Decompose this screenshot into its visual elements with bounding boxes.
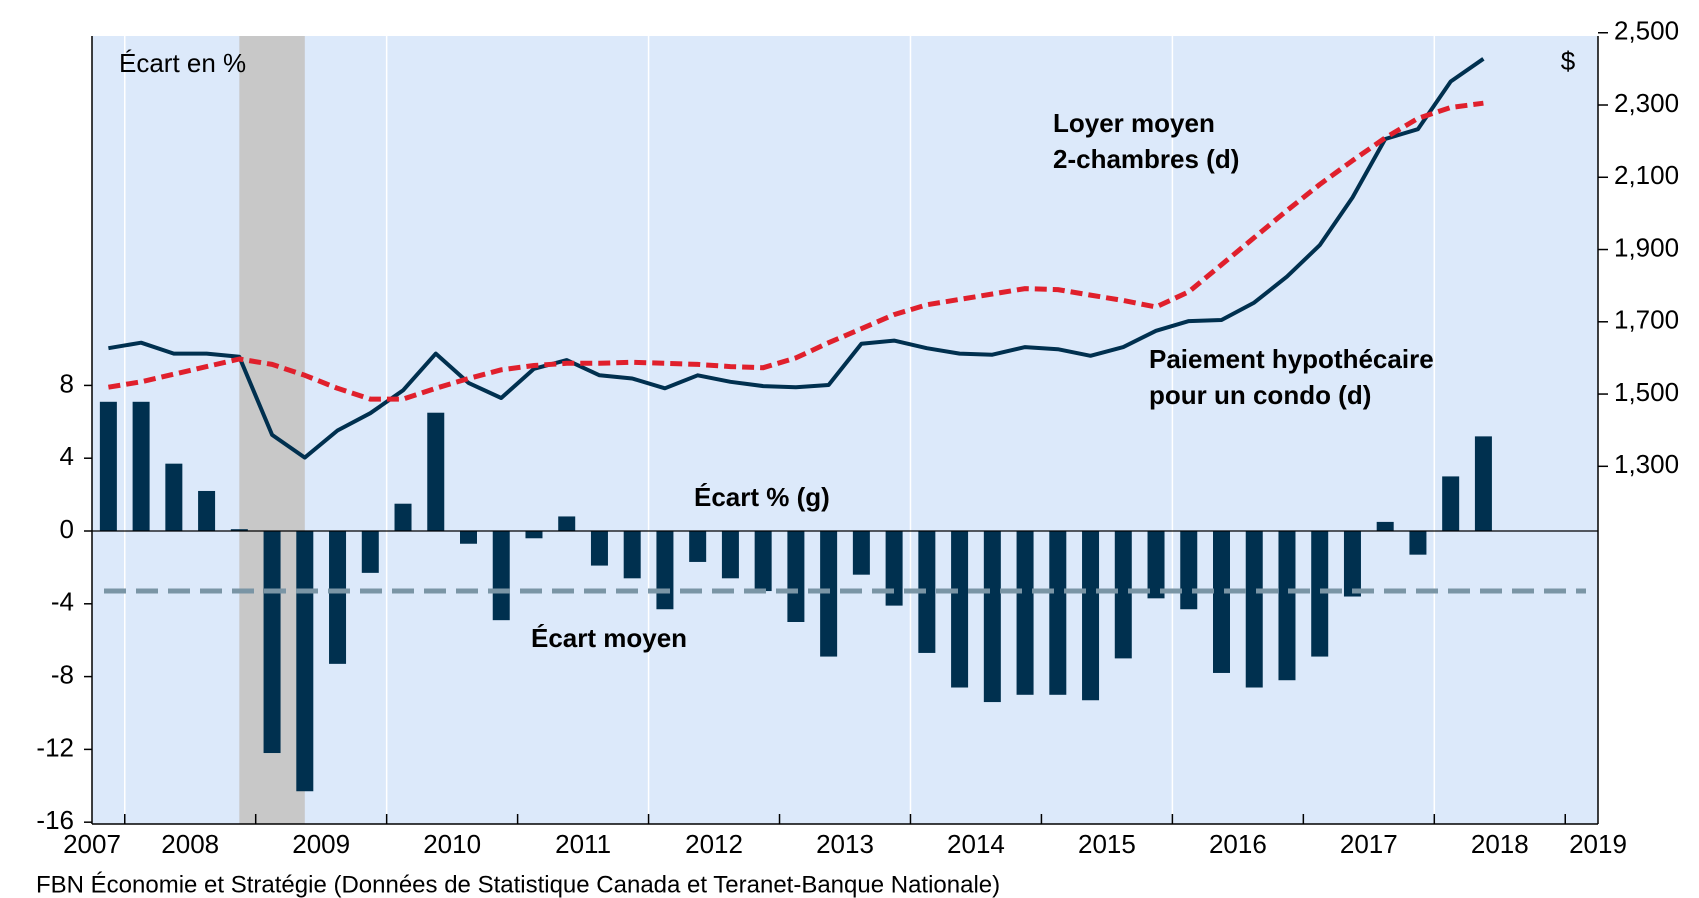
y2-tick-label: 1,900 [1614,232,1679,262]
bar [590,531,608,566]
bar [885,531,903,606]
rent-label: 2-chambres (d) [1053,144,1239,174]
bar [656,531,674,610]
bar [1311,531,1329,657]
y-tick-label: -4 [51,587,74,617]
bar [1180,531,1198,610]
y-tick-label: 8 [60,368,74,398]
bar [983,531,1001,703]
bar [1016,531,1034,695]
y-tick-label: -8 [51,659,74,689]
bar [165,463,183,532]
condo-label: Paiement hypothécaire [1149,344,1434,374]
y2-tick-label: 1,300 [1614,449,1679,479]
bar [1245,531,1263,688]
x-tick-label: 2011 [555,829,611,859]
y-tick-label: -12 [36,732,74,762]
bar [296,531,314,792]
bar [427,412,445,532]
bar [132,401,150,532]
bar [1376,521,1394,532]
bar [329,531,347,664]
bar [1442,476,1460,532]
left-axis-label: Écart en % [119,48,246,78]
x-tick-label: 2016 [1209,829,1267,859]
x-tick-label: 2014 [947,829,1005,859]
bar [689,531,707,562]
bar [492,531,510,621]
bar [230,529,248,532]
bar [918,531,936,653]
rent-line [107,100,1484,402]
x-tick-label: 2017 [1340,829,1398,859]
bar [820,531,838,657]
bar [1409,531,1427,555]
bar [1474,436,1492,532]
bar [1147,531,1165,599]
bar [263,531,281,754]
bar [1114,531,1132,659]
right-axis-label: $ [1561,46,1576,76]
bar [852,531,870,575]
y-tick-label: -16 [36,805,74,835]
source: FBN Économie et Stratégie (Données de St… [36,871,1000,898]
x-tick-label: 2019 [1569,829,1627,859]
bar [787,531,805,622]
bar [394,503,412,532]
y2-tick-label: 2,500 [1614,16,1679,46]
bar [1082,531,1100,701]
y-tick-label: 0 [60,514,74,544]
x-tick-label: 2015 [1078,829,1136,859]
bar [951,531,969,688]
x-tick-label: 2010 [423,829,481,859]
x-tick-label: 2012 [685,829,743,859]
x-tick-label: 2009 [292,829,350,859]
x-tick-label: 2013 [816,829,874,859]
y-tick-label: 4 [60,441,74,471]
bar [99,401,117,532]
x-tick-label: 2008 [161,829,219,859]
bar [754,531,772,592]
bar [460,531,477,544]
mean-label: Écart moyen [531,623,687,653]
plot-background [92,36,1598,824]
bar [1213,531,1230,673]
y2-tick-label: 2,100 [1614,160,1679,190]
bar [1049,531,1067,695]
bar-label: Écart % (g) [694,482,830,512]
condo-line [108,57,1485,460]
y2-tick-label: 1,500 [1614,377,1679,407]
rent-label: Loyer moyen [1053,108,1215,138]
bar [525,531,543,539]
x-tick-label: 2018 [1471,829,1529,859]
y2-tick-label: 1,700 [1614,305,1679,335]
x-tick-label: 2007 [63,829,121,859]
bar [623,531,641,579]
y2-tick-label: 2,300 [1614,88,1679,118]
bar [361,531,379,573]
bar [558,516,576,532]
condo-label: pour un condo (d) [1149,380,1371,410]
bar [721,531,739,579]
bar [1343,531,1361,597]
bar [198,490,216,532]
bar [1278,531,1296,681]
